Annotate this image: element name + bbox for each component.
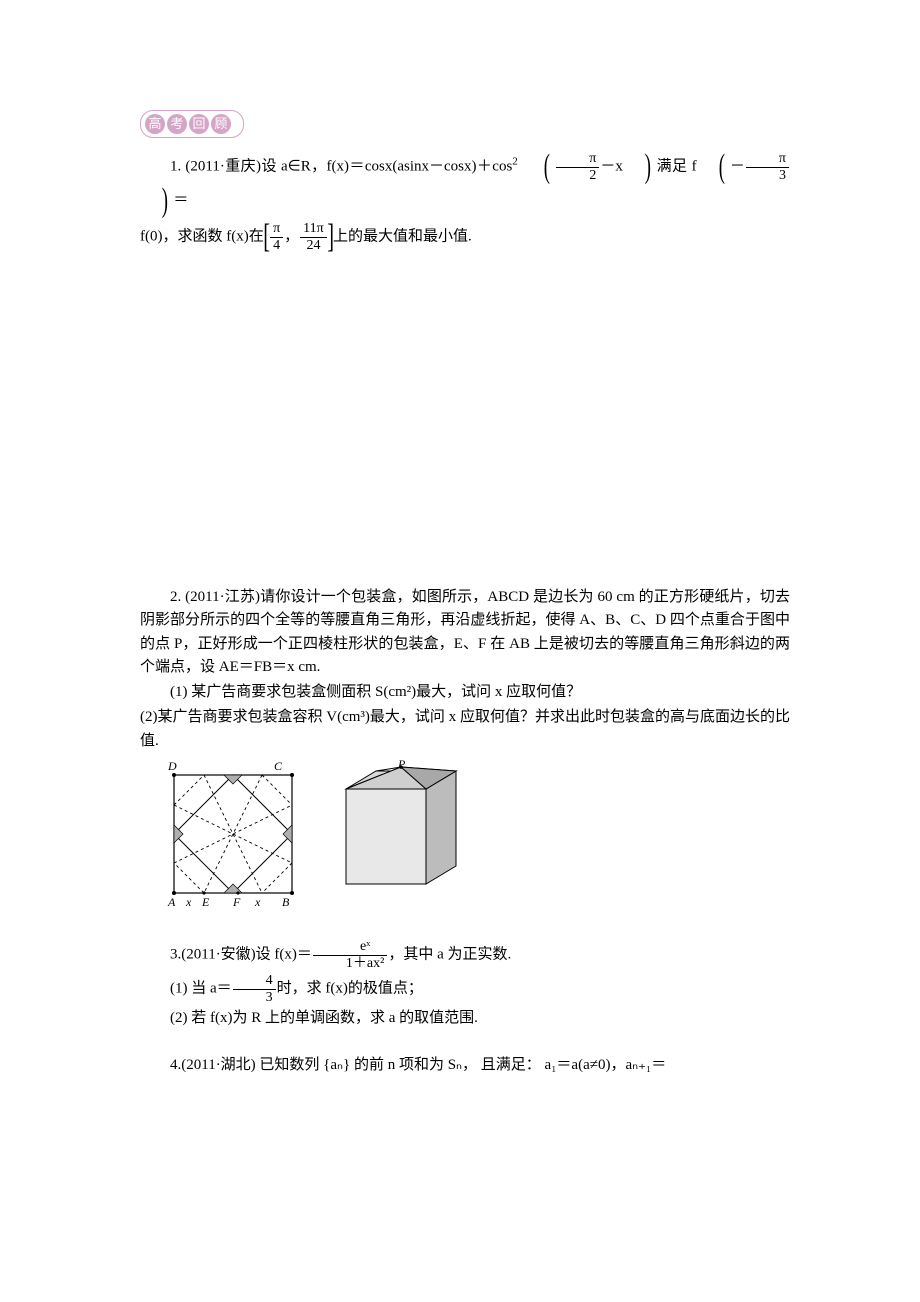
lparen: (: [702, 150, 725, 184]
figures-row: D C A B x E F x: [170, 759, 790, 900]
four-thirds: 43: [233, 973, 276, 1005]
pi-over-4: π4: [270, 221, 283, 253]
question-1-line1: 1. (2011·重庆)设 a∈R，f(x)＝cosx(asinx－cosx)＋…: [140, 150, 790, 218]
label-F: F: [233, 893, 240, 912]
label-D: D: [168, 757, 177, 776]
badge-char: 高: [145, 114, 165, 134]
lparen: (: [527, 150, 550, 184]
label-C: C: [274, 757, 282, 776]
badge-char: 考: [167, 114, 187, 134]
question-2-p3: (2)某广告商要求包装盒容积 V(cm³)最大，试问 x 应取何值？并求出此时包…: [140, 706, 790, 753]
rparen: ): [628, 150, 651, 184]
eleven-pi-over-24: 11π24: [300, 221, 327, 253]
question-2-p1: 2. (2011·江苏)请你设计一个包装盒，如图所示，ABCD 是边长为 60 …: [140, 586, 790, 679]
question-3-line3: (2) 若 f(x)为 R 上的单调函数，求 a 的取值范围.: [140, 1007, 790, 1030]
label-B: B: [282, 893, 289, 912]
q1-sup: 2: [512, 155, 518, 167]
lbracket: [: [263, 220, 270, 254]
pi-over-2: π2: [556, 151, 599, 183]
pi-over-3: π3: [746, 151, 789, 183]
rparen: ): [145, 184, 168, 218]
rbracket: ]: [327, 220, 334, 254]
square-svg: [170, 771, 298, 899]
question-3-line2: (1) 当 a＝43时，求 f(x)的极值点；: [140, 973, 790, 1005]
label-A: A: [168, 893, 175, 912]
label-E: E: [202, 893, 209, 912]
label-x1: x: [186, 893, 191, 912]
question-2-p2: (1) 某广告商要求包装盒侧面积 S(cm²)最大，试问 x 应取何值？: [140, 681, 790, 704]
ex-over-1ax2: eˣ1＋ax²: [313, 939, 387, 971]
spacer: [140, 256, 790, 586]
prism-figure: P: [326, 759, 466, 900]
label-P: P: [398, 755, 405, 774]
q1-pre: 1. (2011·重庆)设 a∈R，f(x)＝cosx(asinx－cosx)＋…: [170, 158, 512, 174]
label-x2: x: [255, 893, 260, 912]
spacer: [140, 1032, 790, 1054]
badge-char: 顾: [211, 114, 231, 134]
question-3-line1: 3.(2011·安徽)设 f(x)＝eˣ1＋ax²，其中 a 为正实数.: [140, 939, 790, 971]
question-1-line2: f(0)，求函数 f(x)在[π4，11π24]上的最大值和最小值.: [140, 220, 790, 254]
prism-svg: [326, 759, 466, 894]
question-4: 4.(2011·湖北) 已知数列 {aₙ} 的前 n 项和为 Sₙ， 且满足： …: [140, 1054, 790, 1077]
badge-char: 回: [189, 114, 209, 134]
section-badge: 高 考 回 顾: [140, 110, 244, 138]
square-figure: D C A B x E F x: [170, 771, 298, 899]
